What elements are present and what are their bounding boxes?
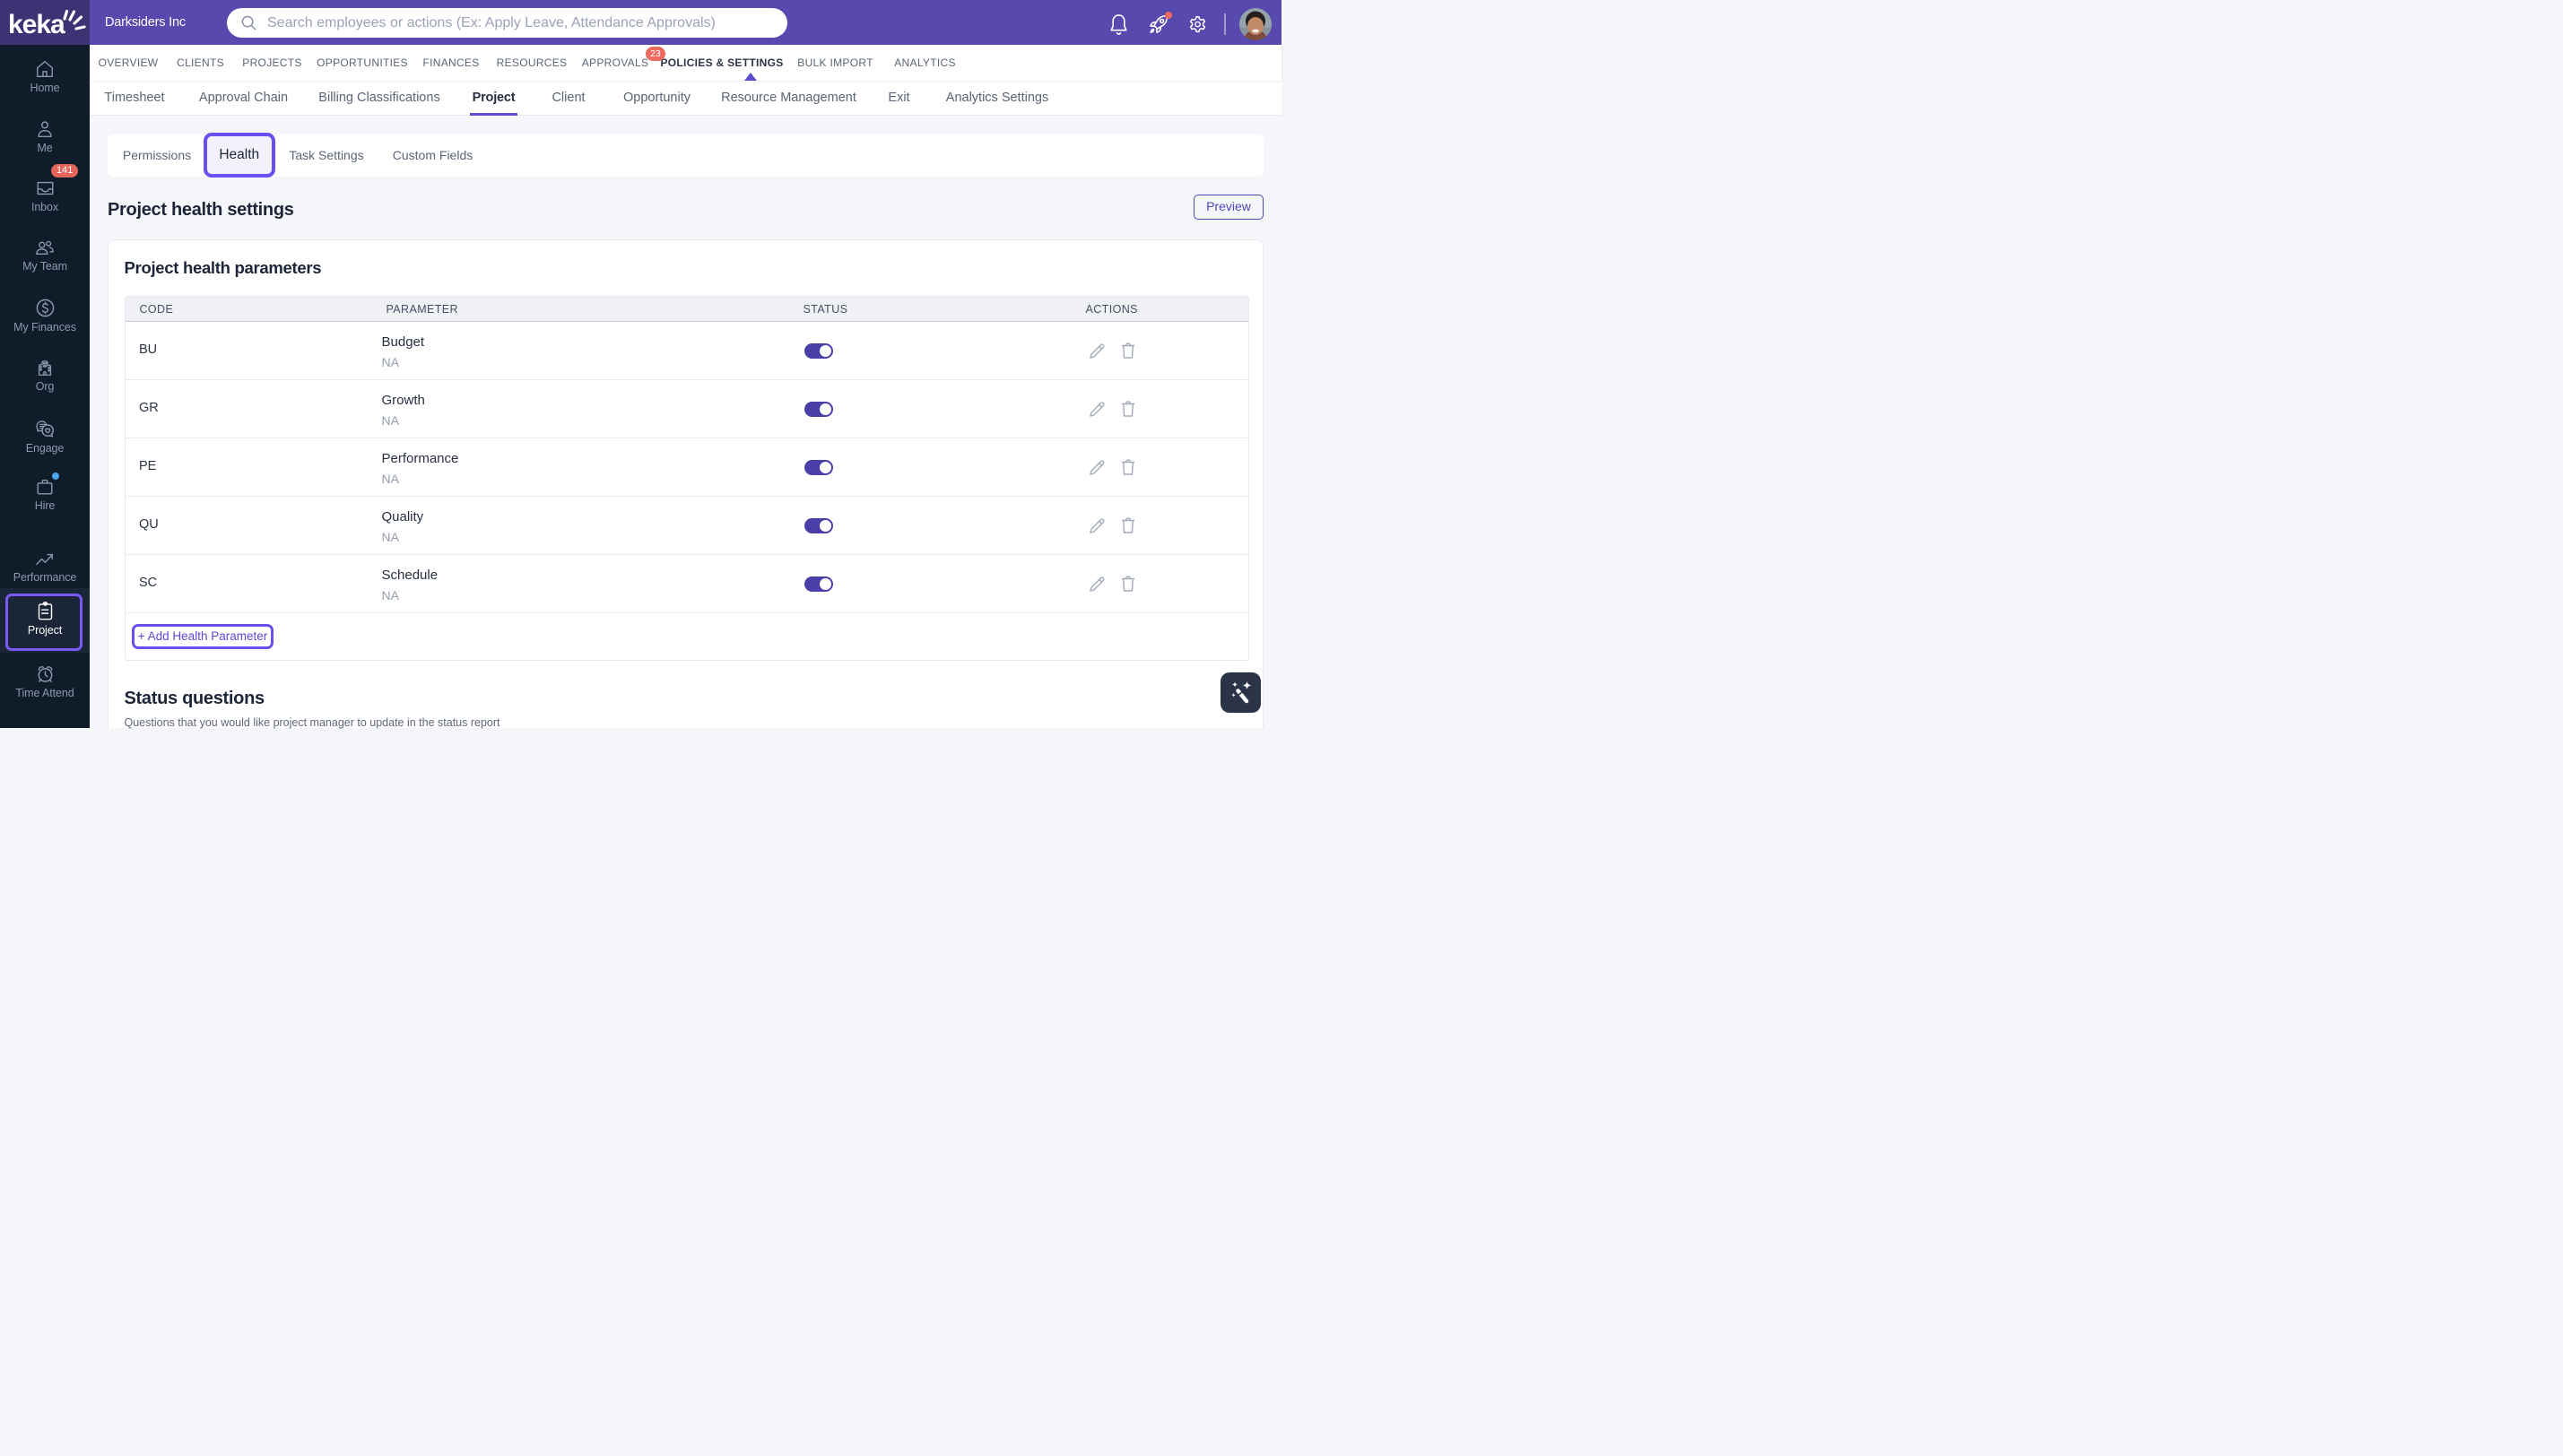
svg-text:keka: keka [8, 10, 65, 39]
